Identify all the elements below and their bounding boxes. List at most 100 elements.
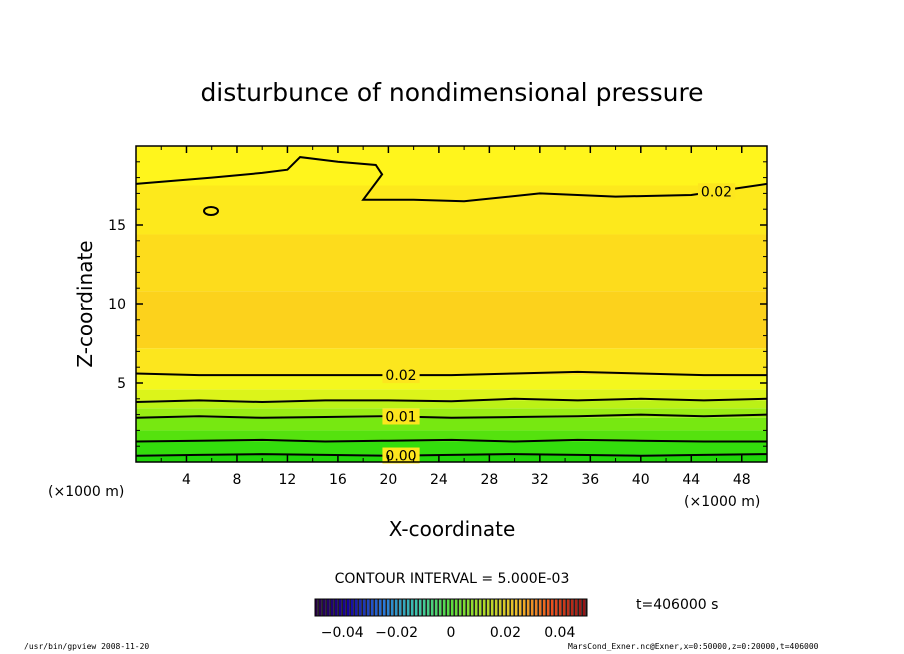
colorbar-tick-label: −0.04 xyxy=(321,625,364,641)
colorbar-stripe xyxy=(455,599,458,616)
contour-line-4 xyxy=(135,370,767,377)
colorbar-stripe-gap xyxy=(333,599,335,616)
colorbar-stripe xyxy=(571,599,574,616)
colorbar-stripe-gap xyxy=(561,599,563,616)
color-band-11 xyxy=(136,185,767,235)
colorbar-stripe xyxy=(531,599,534,616)
colorbar-stripe xyxy=(327,599,330,616)
colorbar-stripe xyxy=(527,599,530,616)
color-band-7 xyxy=(136,375,767,390)
contour-label-5: 0.02 xyxy=(701,184,732,200)
colorbar-stripe xyxy=(339,599,342,616)
colorbar-stripe-gap xyxy=(465,599,467,616)
colorbar-stripe xyxy=(431,599,434,616)
colorbar-stripe-gap xyxy=(325,599,327,616)
colorbar-stripe xyxy=(435,599,438,616)
colorbar-stripe-gap xyxy=(385,599,387,616)
color-band-10 xyxy=(136,234,767,292)
colorbar-stripe-gap xyxy=(405,599,407,616)
plot-area: 0.00 0.01 0.02 0.02 xyxy=(135,145,768,465)
colorbar-stripe-gap xyxy=(389,599,391,616)
colorbar-stripe-gap xyxy=(541,599,543,616)
colorbar: −0.04 −0.02 0 0.02 0.04 xyxy=(314,598,588,641)
colorbar-stripe-gap xyxy=(421,599,423,616)
colorbar-stripe xyxy=(439,599,442,616)
colorbar-stripe-gap xyxy=(457,599,459,616)
colorbar-stripe xyxy=(363,599,366,616)
colorbar-stripe-gap xyxy=(525,599,527,616)
colorbar-stripe xyxy=(383,599,386,616)
colorbar-stripe-gap xyxy=(521,599,523,616)
y-tick-label: 15 xyxy=(108,218,126,234)
colorbar-stripe xyxy=(451,599,454,616)
colorbar-stripe xyxy=(355,599,358,616)
colorbar-frame xyxy=(314,598,588,617)
colorbar-stripe-gap xyxy=(469,599,471,616)
x-tick-label: 28 xyxy=(480,472,498,488)
x-tick-label: 8 xyxy=(232,472,241,488)
contour-interval: CONTOUR INTERVAL = 5.000E-03 xyxy=(335,571,570,587)
colorbar-tick-labels: −0.04 −0.02 0 0.02 0.04 xyxy=(321,625,576,641)
colorbar-stripe xyxy=(543,599,546,616)
colorbar-stripe-gap xyxy=(317,599,319,616)
colorbar-stripe-gap xyxy=(349,599,351,616)
colorbar-stripe xyxy=(371,599,374,616)
colorbar-stripe-gap xyxy=(425,599,427,616)
color-band-9 xyxy=(136,291,767,349)
colorbar-tick-label: 0.04 xyxy=(544,625,575,641)
colorbar-stripe xyxy=(495,599,498,616)
colorbar-stripe-gap xyxy=(477,599,479,616)
contour-line-5 xyxy=(135,156,768,203)
colorbar-stripe-gap xyxy=(517,599,519,616)
colorbar-stripe-gap xyxy=(537,599,539,616)
colorbar-stripe xyxy=(483,599,486,616)
contour-line-3 xyxy=(135,397,768,404)
colorbar-stripe-gap xyxy=(357,599,359,616)
contour-line-1 xyxy=(135,438,767,443)
colorbar-stripe-gap xyxy=(585,599,587,616)
colorbar-stripe-gap xyxy=(401,599,403,616)
colorbar-stripe-gap xyxy=(449,599,451,616)
x-axis-label: X-coordinate xyxy=(389,517,516,541)
colorbar-stripe-gap xyxy=(573,599,575,616)
colorbar-stripe-gap xyxy=(529,599,531,616)
colorbar-stripe-gap xyxy=(361,599,363,616)
colorbar-stripe-gap xyxy=(545,599,547,616)
colorbar-stripe xyxy=(343,599,346,616)
colorbar-stripe-gap xyxy=(329,599,331,616)
contour-label-4: 0.02 xyxy=(385,368,416,384)
colorbar-stripe-gap xyxy=(413,599,415,616)
contour-label-2: 0.01 xyxy=(385,409,416,425)
x-tick-label: 4 xyxy=(182,472,191,488)
colorbar-stripe xyxy=(315,599,318,616)
colorbar-stripe xyxy=(559,599,562,616)
colorbar-stripe xyxy=(555,599,558,616)
colorbar-stripe xyxy=(443,599,446,616)
colorbar-stripe xyxy=(395,599,398,616)
colorbar-stripe-gap xyxy=(417,599,419,616)
colorbar-stripe xyxy=(375,599,378,616)
chart-title: disturbunce of nondimensional pressure xyxy=(200,78,703,107)
x-tick-label: 36 xyxy=(581,472,599,488)
colorbar-stripe xyxy=(415,599,418,616)
colorbar-stripe xyxy=(567,599,570,616)
colorbar-stripe xyxy=(359,599,362,616)
x-tick-label: 16 xyxy=(329,472,347,488)
colorbar-stripe xyxy=(583,599,586,616)
colorbar-stripe-gap xyxy=(453,599,455,616)
colorbar-stripe-gap xyxy=(577,599,579,616)
contour-label-bg-2 xyxy=(382,408,420,425)
footer-source: MarsCond_Exner.nc@Exner,x=0:50000,z=0:20… xyxy=(568,642,819,651)
colorbar-stripe-gap xyxy=(565,599,567,616)
colorbar-stripe xyxy=(491,599,494,616)
colorbar-stripe xyxy=(347,599,350,616)
colorbar-stripe-gap xyxy=(569,599,571,616)
colorbar-stripe xyxy=(539,599,542,616)
y-axis-label: Z-coordinate xyxy=(73,240,97,367)
x-tick-label: 32 xyxy=(531,472,549,488)
colorbar-stripe xyxy=(507,599,510,616)
colorbar-stripe xyxy=(515,599,518,616)
colorbar-stripe-gap xyxy=(509,599,511,616)
colorbar-stripe-gap xyxy=(365,599,367,616)
